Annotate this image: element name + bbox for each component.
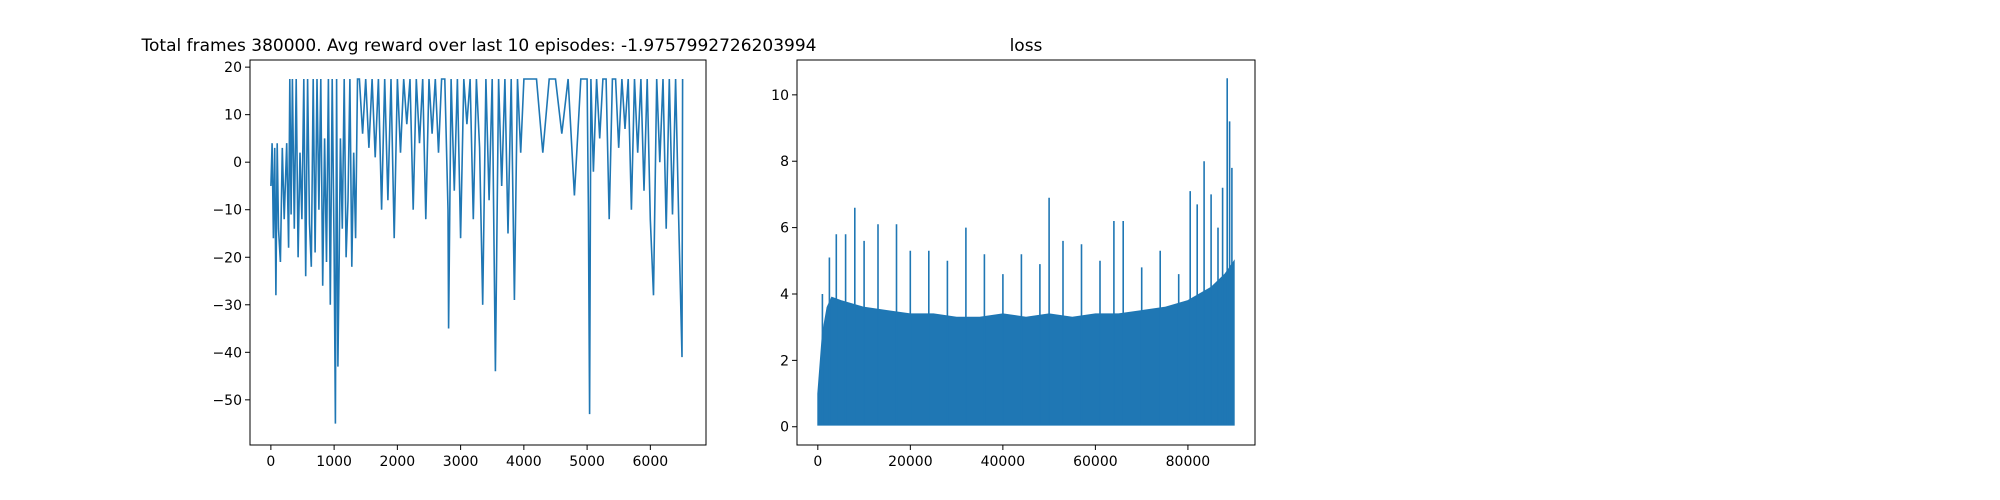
- reward-x-tick-label: 4000: [506, 454, 542, 470]
- loss-y-tick-label: 4: [780, 287, 789, 303]
- loss-x-tick-label: 0: [813, 454, 822, 470]
- reward-chart-title: Total frames 380000. Avg reward over las…: [141, 36, 817, 56]
- loss-x-tick-label: 60000: [1073, 454, 1118, 470]
- reward-y-tick-label: −30: [212, 298, 242, 314]
- loss-chart-title: loss: [1010, 36, 1043, 56]
- reward-y-tick-label: −20: [212, 250, 242, 266]
- reward-y-tick-label: −50: [212, 393, 242, 409]
- loss-y-tick-label: 8: [780, 154, 789, 170]
- reward-y-tick-label: −10: [212, 203, 242, 219]
- loss-y-tick-label: 2: [780, 353, 789, 369]
- reward-x-tick-label: 0: [266, 454, 275, 470]
- loss-y-tick-label: 10: [771, 88, 789, 104]
- reward-y-tick-label: 20: [224, 60, 242, 76]
- reward-x-tick-label: 5000: [569, 454, 605, 470]
- reward-x-tick-label: 1000: [316, 454, 352, 470]
- reward-x-tick-label: 6000: [633, 454, 669, 470]
- loss-x-tick-label: 20000: [888, 454, 933, 470]
- reward-y-tick-label: 0: [233, 155, 242, 171]
- loss-y-tick-label: 6: [780, 221, 789, 237]
- loss-x-tick-label: 80000: [1166, 454, 1211, 470]
- loss-x-tick-label: 40000: [981, 454, 1026, 470]
- loss-y-tick-label: 0: [780, 420, 789, 436]
- reward-y-tick-label: 10: [224, 108, 242, 124]
- reward-x-tick-label: 2000: [380, 454, 416, 470]
- reward-y-tick-label: −40: [212, 345, 242, 361]
- reward-x-tick-label: 3000: [443, 454, 479, 470]
